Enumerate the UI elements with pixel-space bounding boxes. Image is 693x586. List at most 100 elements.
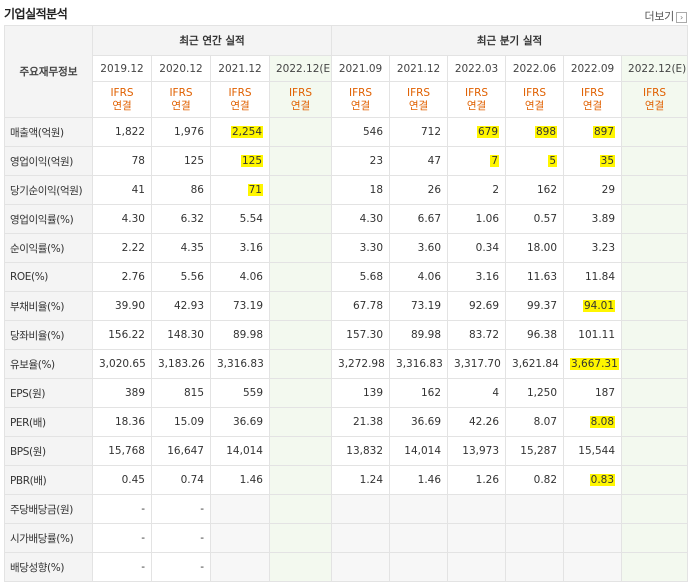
quarterly-date-header: 2022.03 <box>447 55 507 82</box>
cell-value: 5.56 <box>180 271 204 283</box>
ifrs-line2: 연결 <box>230 99 250 112</box>
quarterly-value-cell: 5 <box>505 146 565 176</box>
annual-value-cell <box>268 262 333 292</box>
cell-value: 157.30 <box>346 329 384 341</box>
quarterly-value-cell: 96.38 <box>505 320 565 350</box>
row-label: 영업이익(억원) <box>4 146 93 176</box>
cell-value: 389 <box>124 387 145 399</box>
annual-value-cell: 125 <box>210 146 270 176</box>
cell-value: 1.24 <box>359 474 384 486</box>
cell-value: 125 <box>240 155 263 167</box>
cell-value: 0.57 <box>533 213 558 225</box>
row-label: 주당배당금(원) <box>4 494 93 524</box>
quarterly-value-cell: 47 <box>389 146 449 176</box>
cell-value: 35 <box>599 155 616 167</box>
quarterly-value-cell: 23 <box>331 146 391 176</box>
annual-date-header: 2019.12 <box>92 55 152 82</box>
annual-value-cell: 2.22 <box>92 233 152 263</box>
cell-value: 29 <box>601 184 616 196</box>
cell-value: 14,014 <box>226 445 263 457</box>
cell-value: 15,768 <box>108 445 145 457</box>
ifrs-consolidated-label: IFRS 연결 <box>331 81 391 118</box>
annual-value-cell: - <box>151 523 211 553</box>
row-label: EPS(원) <box>4 378 93 408</box>
cell-value: 3.60 <box>417 242 442 254</box>
ifrs-consolidated-label: IFRS 연결 <box>210 81 270 118</box>
table-row: 주당배당금(원) - - <box>4 494 689 524</box>
quarterly-value-cell: 11.84 <box>563 262 623 292</box>
ifrs-line1: IFRS <box>406 86 431 99</box>
cell-value: 0.45 <box>121 474 145 486</box>
quarterly-value-cell: 3,621.84 <box>505 349 565 379</box>
cell-value: 139 <box>362 387 384 399</box>
quarterly-date-header: 2022.06 <box>505 55 565 82</box>
quarterly-value-cell: 1.06 <box>447 204 507 234</box>
annual-value-cell: 42.93 <box>151 291 211 321</box>
quarterly-value-cell <box>621 436 689 466</box>
ifrs-line2: 연결 <box>408 99 429 112</box>
annual-value-cell <box>268 552 333 582</box>
cell-value: - <box>200 503 204 515</box>
cell-value: 92.69 <box>468 300 500 312</box>
annual-value-cell <box>268 204 333 234</box>
cell-value: 1,250 <box>526 387 558 399</box>
cell-value: 36.69 <box>232 416 263 428</box>
cell-value: - <box>200 561 204 573</box>
cell-value: 16,647 <box>167 445 204 457</box>
quarterly-value-cell: 1.24 <box>331 465 391 495</box>
cell-value: 1,976 <box>173 126 204 138</box>
ifrs-line1: IFRS <box>464 86 489 99</box>
annual-value-cell: 6.32 <box>151 204 211 234</box>
quarterly-value-cell: 546 <box>331 117 391 147</box>
row-label: 매출액(억원) <box>4 117 93 147</box>
ifrs-line1: IFRS <box>642 86 667 99</box>
quarterly-value-cell <box>621 523 689 553</box>
ifrs-line1: IFRS <box>348 86 373 99</box>
annual-value-cell: 3,020.65 <box>92 349 152 379</box>
row-label: PBR(배) <box>4 465 93 495</box>
quarterly-value-cell <box>447 494 507 524</box>
cell-value: 89.98 <box>232 329 263 341</box>
cell-value: 71 <box>247 184 263 196</box>
ifrs-consolidated-label: IFRS 연결 <box>621 81 689 118</box>
cell-value: 42.26 <box>468 416 500 428</box>
quarterly-value-cell: 0.83 <box>563 465 623 495</box>
table-row: 시가배당률(%) - - <box>4 523 689 553</box>
annual-value-cell <box>268 378 333 408</box>
cell-value: 4.30 <box>359 213 384 225</box>
cell-value: 8.08 <box>589 416 616 428</box>
more-link[interactable]: 더보기 › <box>645 8 687 24</box>
quarterly-value-cell <box>331 494 391 524</box>
ifrs-line2: 연결 <box>582 99 603 112</box>
cell-value: 815 <box>183 387 204 399</box>
quarterly-value-cell: 35 <box>563 146 623 176</box>
row-label: 배당성향(%) <box>4 552 93 582</box>
annual-value-cell <box>268 349 333 379</box>
annual-value-cell <box>268 320 333 350</box>
cell-value: 3,316.83 <box>396 358 443 370</box>
quarterly-value-cell: 4.30 <box>331 204 391 234</box>
annual-value-cell: 4.35 <box>151 233 211 263</box>
cell-value: 15.09 <box>173 416 204 428</box>
quarterly-value-cell: 3,272.98 <box>331 349 391 379</box>
cell-value: 679 <box>476 126 500 138</box>
annual-value-cell: 1,822 <box>92 117 152 147</box>
quarterly-value-cell: 0.82 <box>505 465 565 495</box>
annual-date-header: 2020.12 <box>151 55 211 82</box>
quarterly-date-header: 2022.12(E) <box>621 55 689 82</box>
cell-value: 13,973 <box>462 445 500 457</box>
annual-value-cell: 15.09 <box>151 407 211 437</box>
annual-value-cell <box>268 146 333 176</box>
annual-value-cell: 5.54 <box>210 204 270 234</box>
quarterly-value-cell <box>505 552 565 582</box>
cell-value: 7 <box>490 155 500 167</box>
quarterly-value-cell: 3,667.31 <box>563 349 623 379</box>
cell-value: 6.32 <box>180 213 204 225</box>
cell-value: 1.06 <box>475 213 500 225</box>
financial-table: 주요재무정보 최근 연간 실적 최근 분기 실적 2019.12 2020.12 2… <box>4 25 689 582</box>
annual-value-cell: 3,316.83 <box>210 349 270 379</box>
annual-value-cell <box>268 175 333 205</box>
annual-value-cell: 2,254 <box>210 117 270 147</box>
ifrs-line1: IFRS <box>169 86 193 99</box>
cell-value: 67.78 <box>352 300 384 312</box>
